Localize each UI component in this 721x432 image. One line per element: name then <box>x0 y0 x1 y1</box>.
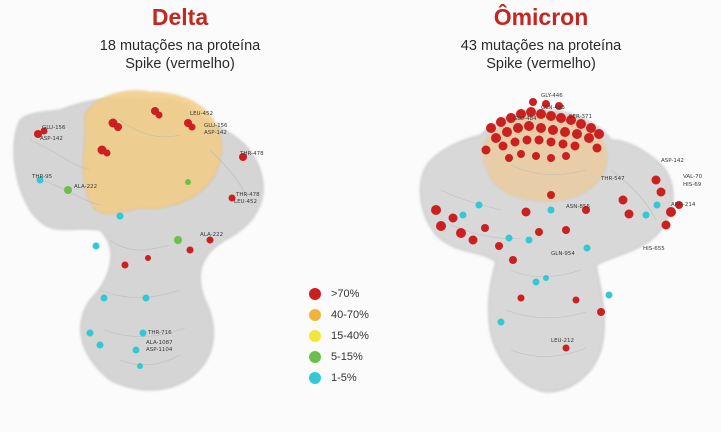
legend-item: 40-70% <box>303 304 413 325</box>
delta-subtitle-line2: Spike (vermelho) <box>125 56 235 72</box>
omicron-panel: Ômicron 43 mutações na proteína Spike (v… <box>361 0 721 432</box>
residue-label: HIS-69 <box>683 182 702 188</box>
omicron-subtitle-line2: Spike (vermelho) <box>486 56 596 72</box>
residue-label: ASN-856 <box>566 204 590 210</box>
legend-label: 5-15% <box>331 350 363 363</box>
legend-label: 40-70% <box>331 308 369 321</box>
residue-label: ASP-142 <box>40 136 63 142</box>
residue-label: ARG-214 <box>671 202 696 208</box>
residue-label: HIS-655 <box>643 246 665 252</box>
legend-swatch <box>309 308 321 321</box>
frequency-legend: >70% 40-70% 15-40% 5-15% 1-5% <box>303 283 413 388</box>
residue-label: GLU-484 <box>513 116 537 122</box>
legend-label: 1-5% <box>331 371 357 384</box>
residue-label: THR-716 <box>147 330 172 336</box>
legend-swatch <box>309 371 321 384</box>
delta-title: Delta <box>151 4 209 30</box>
residue-label: GLU-156 <box>42 125 66 131</box>
delta-subtitle-line1: 18 mutações na proteína <box>99 38 261 54</box>
legend-item: 15-40% <box>303 325 413 346</box>
legend-label: 15-40% <box>331 329 369 342</box>
omicron-subtitle-line1: 43 mutações na proteína <box>460 38 622 54</box>
residue-label: THR-478 <box>239 151 264 157</box>
residue-label: SER-371 <box>569 114 592 120</box>
omicron-protein-body <box>419 109 674 393</box>
legend-item: >70% <box>303 283 413 304</box>
legend-swatch <box>309 287 321 300</box>
delta-residue-labels: GLU-156 ASP-142 THR-95 ALA-222 THR-478 L… <box>31 111 264 353</box>
residue-label: THR-95 <box>31 174 53 180</box>
legend-item: 1-5% <box>303 367 413 388</box>
legend-item: 5-15% <box>303 346 413 367</box>
residue-label: ALA-1087 <box>146 340 173 346</box>
residue-label: GLU-156 <box>204 123 228 129</box>
residue-label: THR-478 <box>235 192 260 198</box>
omicron-mutation-spheres <box>431 98 683 352</box>
residue-label: THR-547 <box>600 176 625 182</box>
residue-label: LEU-452 <box>234 199 257 205</box>
delta-spike-protein-image: GLU-156 ASP-142 THR-95 ALA-222 THR-478 L… <box>13 90 264 391</box>
residue-label: GLN-954 <box>551 251 575 257</box>
legend-swatch <box>309 329 321 342</box>
residue-label: GLY-446 <box>541 93 563 99</box>
residue-label: ASP-1104 <box>146 347 173 353</box>
residue-label: ALA-222 <box>74 184 97 190</box>
residue-label: VAL-70 <box>683 174 703 180</box>
delta-mutation-spheres <box>34 107 247 369</box>
delta-panel: Delta 18 mutações na proteína Spike (ver… <box>0 0 360 432</box>
residue-label: ASP-142 <box>661 158 684 164</box>
residue-label: ASP-142 <box>204 130 227 136</box>
residue-label: LEU-212 <box>551 338 574 344</box>
residue-label: GLN-493 <box>541 105 565 111</box>
residue-label: ALA-222 <box>200 232 223 238</box>
legend-swatch <box>309 350 321 363</box>
residue-label: LEU-452 <box>190 111 213 117</box>
omicron-residue-labels: GLY-446 GLN-493 SER-371 GLU-484 ASP-142 … <box>513 93 703 344</box>
omicron-spike-protein-image: GLY-446 GLN-493 SER-371 GLU-484 ASP-142 … <box>419 93 703 393</box>
omicron-title: Ômicron <box>493 4 589 30</box>
legend-label: >70% <box>331 287 360 300</box>
